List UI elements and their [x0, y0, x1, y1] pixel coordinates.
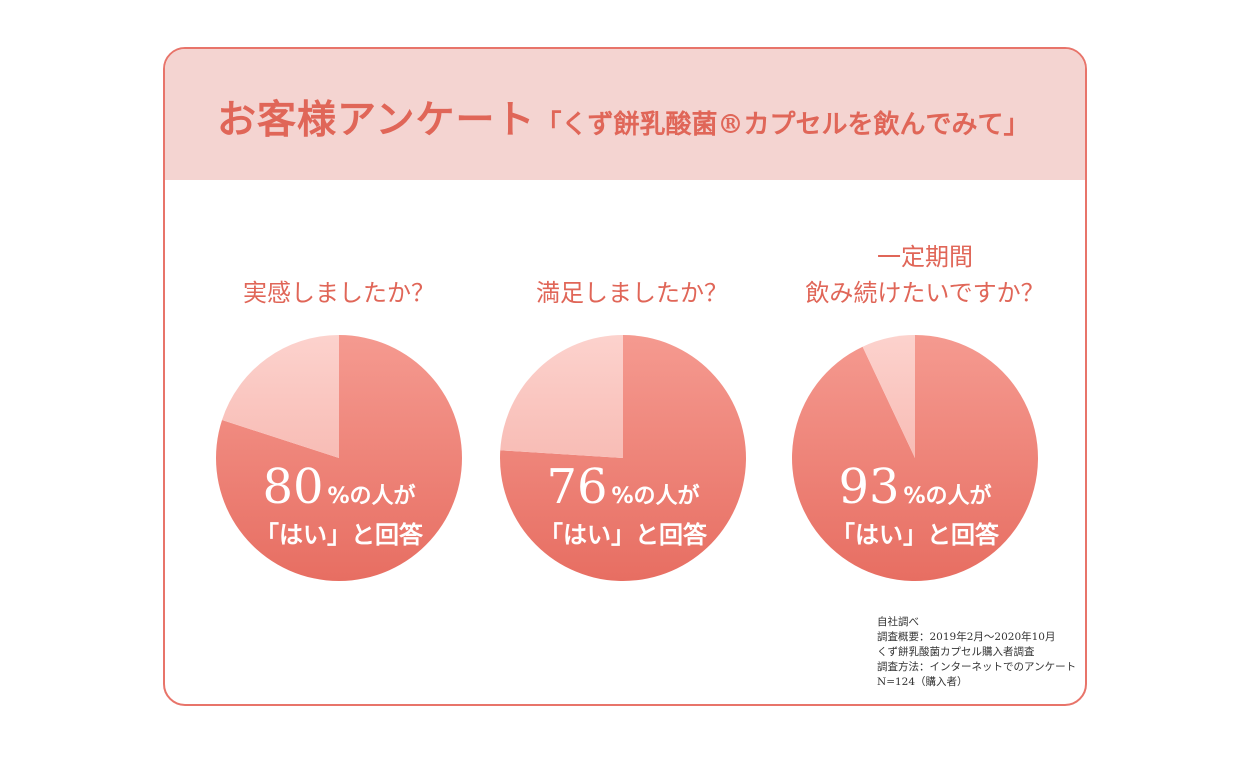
pie-slice-no — [222, 335, 339, 458]
pie-percent-value: 80 — [262, 459, 323, 515]
question-1-label: 実感しましたか？ — [189, 275, 489, 311]
pie-answer-label: 「はい」と回答 — [539, 521, 708, 549]
question-3-label: 一定期間 飲み続けたいですか？ — [775, 239, 1075, 311]
pie-percent-value: 93 — [838, 459, 899, 515]
survey-header: お客様アンケート「くず餅乳酸菌®カプセルを飲んでみて」 — [165, 49, 1085, 180]
footnote-line-4: 調査方法：インターネットでのアンケート — [877, 661, 1077, 673]
pie-slice-no — [862, 335, 915, 458]
survey-card: お客様アンケート「くず餅乳酸菌®カプセルを飲んでみて」 実感しましたか？ 満足し… — [163, 47, 1087, 706]
page-title: お客様アンケート「くず餅乳酸菌®カプセルを飲んでみて」 — [217, 89, 1029, 145]
title-main: お客様アンケート — [217, 97, 536, 143]
pie-answer-label: 「はい」と回答 — [831, 521, 1000, 549]
footnote-line-5: N=124（購入者） — [877, 676, 968, 688]
footnote-line-3: くず餅乳酸菌カプセル購入者調査 — [877, 646, 1035, 658]
pie-percent-label: 76 %の人が — [546, 459, 699, 515]
pie-slice-no — [500, 335, 623, 458]
pie-percent-value: 76 — [546, 459, 607, 515]
pie-unit-label: %の人が — [904, 483, 992, 509]
pie-slice-yes — [216, 335, 462, 581]
survey-footnote: 自社調べ 調査概要：2019年2月〜2020年10月 くず餅乳酸菌カプセル購入者… — [877, 615, 1076, 690]
pie-chart-2: 76 %の人が「はい」と回答 — [499, 335, 746, 581]
question-2-line-1: 満足しましたか？ — [536, 279, 728, 307]
pie-unit-label: %の人が — [328, 483, 416, 509]
pie-unit-label: %の人が — [612, 483, 700, 509]
pie-percent-label: 80 %の人が — [262, 459, 415, 515]
title-subtitle: 「くず餅乳酸菌®カプセルを飲んでみて」 — [535, 110, 1030, 140]
footnote-line-2: 調査概要：2019年2月〜2020年10月 — [877, 631, 1056, 643]
question-3-line-1: 一定期間 — [877, 243, 973, 271]
footnote-line-1: 自社調べ — [877, 616, 919, 628]
pie-chart-3: 93 %の人が「はい」と回答 — [792, 335, 1038, 581]
pie-answer-label: 「はい」と回答 — [255, 521, 424, 549]
pie-chart-1: 80 %の人が「はい」と回答 — [216, 335, 462, 581]
pie-percent-label: 93 %の人が — [838, 459, 991, 515]
question-1-line-1: 実感しましたか？ — [243, 279, 435, 307]
question-3-line-2: 飲み続けたいですか？ — [805, 279, 1045, 307]
question-2-label: 満足しましたか？ — [482, 275, 782, 311]
